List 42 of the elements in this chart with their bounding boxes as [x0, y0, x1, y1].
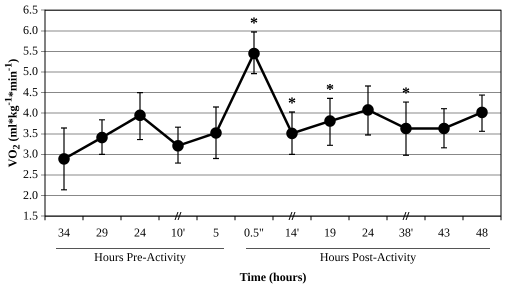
y-tick-label: 5.5	[23, 44, 38, 58]
x-tick-label: 14'	[284, 226, 300, 240]
point	[248, 48, 260, 60]
y-tick-label: 2.5	[23, 167, 38, 182]
x-tick-label: 48	[476, 226, 488, 240]
point	[362, 104, 374, 116]
y-tick-label: 3.0	[23, 146, 38, 161]
point	[134, 110, 146, 122]
point	[210, 127, 222, 139]
annotation: *	[250, 15, 258, 32]
y-tick-label: 4.5	[23, 84, 38, 99]
text: Hours Pre-Activity	[56, 248, 224, 266]
annotation: *	[326, 82, 334, 99]
x-tick-label: 10'	[170, 226, 186, 240]
text: Hours Post-Activity	[246, 248, 490, 266]
point	[438, 122, 450, 134]
x-tick-label: 34	[58, 226, 70, 240]
point	[58, 153, 70, 165]
x-tick-label: 24	[134, 226, 146, 240]
point	[286, 128, 298, 140]
point	[476, 106, 488, 118]
x-tick-label: 43	[438, 226, 450, 240]
y-tick-label: 2.0	[23, 188, 38, 202]
x-tick-label: 38'	[398, 226, 414, 240]
x-tick-label: 29	[96, 226, 108, 240]
x-tick-label: 0.5"	[244, 226, 264, 240]
point	[324, 115, 336, 127]
annotation: *	[402, 85, 410, 102]
x-tick-label: 24	[362, 226, 374, 240]
x-tick-label: 19	[324, 226, 336, 240]
x-axis-title: Time (hours)	[240, 270, 306, 284]
y-tick-label: 6.5	[23, 2, 38, 16]
y-tick-label: 5.0	[23, 64, 38, 78]
x-tick-label: 5	[213, 226, 219, 240]
point	[172, 140, 184, 152]
y-tick-label: 4.0	[23, 105, 38, 120]
y-tick-label: 3.5	[23, 126, 38, 140]
y-tick-label: 6.0	[23, 22, 38, 37]
annotation: *	[288, 95, 296, 112]
point	[400, 122, 412, 134]
y-tick-label: 1.5	[23, 208, 38, 222]
point	[96, 132, 108, 144]
